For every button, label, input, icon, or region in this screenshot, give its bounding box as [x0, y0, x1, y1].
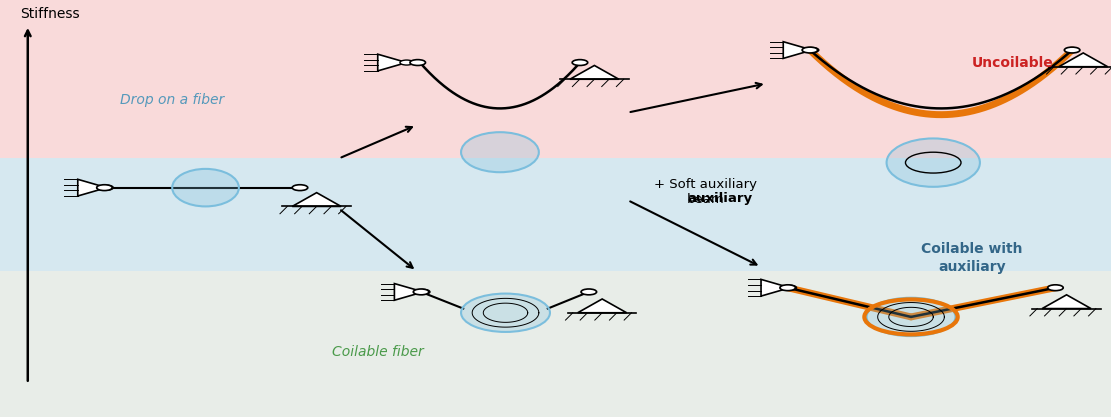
Polygon shape: [378, 54, 407, 71]
Ellipse shape: [867, 298, 955, 336]
Circle shape: [783, 285, 797, 290]
Text: auxiliary: auxiliary: [688, 191, 752, 205]
Circle shape: [1048, 285, 1063, 291]
Ellipse shape: [461, 132, 539, 172]
Circle shape: [292, 185, 308, 191]
Polygon shape: [78, 179, 107, 196]
Polygon shape: [578, 299, 627, 313]
Circle shape: [100, 185, 113, 190]
Polygon shape: [761, 279, 790, 296]
Ellipse shape: [461, 294, 550, 332]
FancyBboxPatch shape: [0, 0, 1111, 158]
Circle shape: [400, 60, 413, 65]
Circle shape: [572, 60, 588, 65]
FancyBboxPatch shape: [0, 158, 1111, 271]
Circle shape: [1064, 47, 1080, 53]
Polygon shape: [783, 42, 812, 58]
Text: Stiffness: Stiffness: [20, 7, 80, 21]
Polygon shape: [1042, 295, 1091, 309]
Circle shape: [780, 285, 795, 291]
Text: Uncoilable: Uncoilable: [972, 55, 1054, 70]
Circle shape: [417, 289, 430, 294]
Circle shape: [805, 48, 819, 53]
Polygon shape: [292, 193, 341, 206]
Ellipse shape: [887, 138, 980, 187]
Circle shape: [581, 289, 597, 295]
Text: Drop on a fiber: Drop on a fiber: [120, 93, 224, 107]
Circle shape: [410, 60, 426, 65]
Circle shape: [97, 185, 112, 191]
Polygon shape: [570, 65, 619, 79]
Circle shape: [802, 47, 818, 53]
Text: Coilable fiber: Coilable fiber: [332, 345, 423, 359]
Circle shape: [413, 289, 429, 295]
Text: Coilable with
auxiliary: Coilable with auxiliary: [921, 242, 1023, 274]
Polygon shape: [1059, 53, 1108, 67]
FancyBboxPatch shape: [0, 271, 1111, 417]
Text: + Soft auxiliary
beam: + Soft auxiliary beam: [654, 178, 757, 206]
Ellipse shape: [172, 169, 239, 206]
Polygon shape: [394, 284, 423, 300]
